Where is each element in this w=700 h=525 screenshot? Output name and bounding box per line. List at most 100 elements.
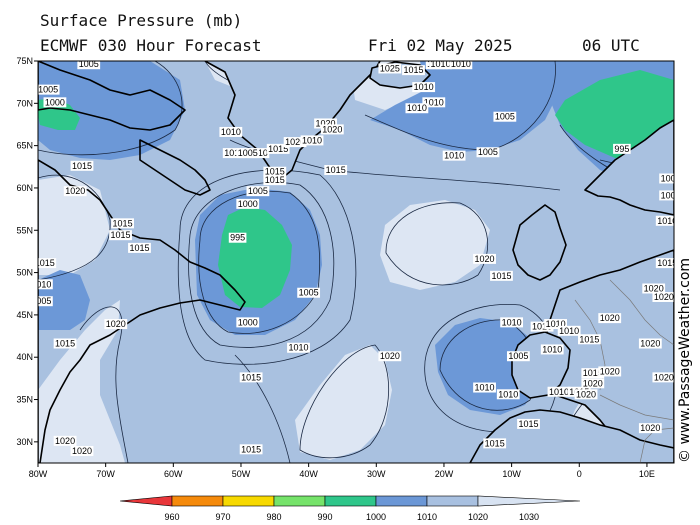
- forecast-model-label: ECMWF 030 Hour Forecast: [40, 36, 262, 55]
- isobar-label-text: 1020: [475, 254, 495, 264]
- isobar-label-bg: [659, 173, 674, 184]
- high-pressure-area-southwest: [38, 300, 125, 463]
- isobar-label-text: 1020: [285, 137, 305, 147]
- legend-tick-label: 990: [317, 512, 332, 522]
- isobar-label: 1015: [53, 338, 77, 349]
- isobar-label: 1010: [300, 135, 324, 146]
- lat-tick-label: 75N: [16, 56, 33, 66]
- isobar-label-bg: [578, 334, 601, 345]
- isobar-label: 1005: [77, 59, 101, 70]
- isobar-label: 1015: [490, 270, 513, 281]
- isobar-label: 1020: [320, 124, 344, 135]
- lat-tick-label: 35N: [16, 395, 33, 405]
- isobar-label-text: 1010: [542, 344, 562, 354]
- isobar-label-bg: [598, 366, 622, 377]
- isobar-label-bg: [77, 61, 101, 70]
- legend-swatch: [222, 495, 275, 507]
- isobar-label: 1010: [500, 317, 524, 328]
- isobar-label-text: 1020: [316, 118, 336, 128]
- isobar-label-text: 1010: [559, 326, 579, 336]
- legend-tick-label: 970: [215, 512, 230, 522]
- isobar-label-bg: [263, 166, 287, 177]
- isobar-label-text: 1020: [640, 339, 660, 349]
- canada-coast: [38, 159, 246, 463]
- isobar-label-bg: [320, 124, 344, 135]
- isobar-label-text: 1020: [644, 284, 664, 294]
- lat-tick-label: 50N: [16, 268, 33, 278]
- isobar-label-text: 1015: [241, 372, 261, 382]
- isobar-label-bg: [517, 418, 540, 429]
- isobar-label-text: 1015: [55, 339, 75, 349]
- isobar-label: 1010: [530, 321, 554, 332]
- uk-ireland: [512, 204, 567, 281]
- isobar-label-bg: [652, 291, 674, 302]
- isobar-label-text: 1005: [478, 147, 498, 157]
- lon-tick-label: 10E: [639, 469, 655, 479]
- axis-ticks: 80W 70W 60W 50W 40W 30W 20W 10W 0 10E 75N 70N 65N 60N…: [16, 56, 654, 479]
- isobar-label: 1020: [574, 389, 598, 400]
- isobar-label-text: 1015: [265, 175, 285, 185]
- isobar-label-text: 1015: [579, 334, 599, 344]
- isobar-label-bg: [53, 435, 77, 446]
- isobar-label-bg: [493, 111, 517, 122]
- high-pressure-area-midatlantic: [380, 200, 490, 290]
- isobar-label-text: 1010: [221, 127, 241, 137]
- isobar-label-bg: [581, 368, 605, 379]
- isobar-label-bg: [613, 143, 631, 154]
- isobar-label-text: 1010: [31, 279, 51, 289]
- isobar-label-text: 1005: [79, 59, 99, 69]
- isobar-label: 1010: [222, 148, 246, 159]
- map-area: 1005100510001015102010151015101510151010…: [31, 59, 677, 463]
- isobar-label: 1020: [283, 137, 307, 148]
- lat-tick-label: 70N: [16, 98, 33, 108]
- isobar-label-text: 1005: [508, 351, 528, 361]
- isobar-label-text: 1020: [106, 319, 126, 329]
- map-frame: [37, 60, 675, 464]
- isobar-label-text: 1010: [414, 82, 434, 92]
- isobar-label-bg: [574, 389, 598, 400]
- isobar-label-text: 1015: [657, 258, 677, 268]
- isobar-label-text: 1000: [238, 199, 258, 209]
- greenland-coast: [204, 61, 381, 181]
- isobar-label: 1005: [38, 84, 60, 95]
- lat-tick-label: 60N: [16, 183, 33, 193]
- isobar-label-text: 1010: [546, 319, 566, 329]
- isobar-label-text: 1005: [31, 296, 51, 306]
- isobar-label-bg: [500, 317, 524, 328]
- isobar-label-bg: [638, 338, 662, 349]
- isobar-label-bg: [246, 186, 270, 197]
- isobar-label-text: 995: [230, 233, 245, 243]
- isobar-label-bg: [496, 389, 520, 400]
- isobar-label: 1015: [324, 165, 348, 176]
- isobar-label: 1015: [483, 438, 507, 449]
- isobar-label: 1010: [655, 215, 674, 226]
- isobar-label-bg: [38, 84, 60, 95]
- isobar-label-bg: [300, 135, 324, 146]
- isobar-label: 1000: [659, 173, 674, 184]
- isobar-label-bg: [544, 319, 567, 330]
- isobar-label-text: 1020: [583, 378, 603, 388]
- isobar-label-bg: [38, 258, 57, 269]
- isobar-label: 1000: [43, 97, 67, 108]
- isobar-label-text: 1020: [55, 436, 75, 446]
- passageweather-credit: © www.PassageWeather.com: [677, 257, 693, 463]
- isobar-label-bg: [638, 423, 662, 434]
- isobar-label: 1020: [638, 338, 662, 349]
- isobar-label: 1000: [236, 198, 260, 209]
- legend-low-arrow: [119, 495, 173, 507]
- isobar-label-bg: [655, 258, 674, 269]
- isobar-label: 1020: [642, 283, 666, 294]
- isobar-label-bg: [63, 186, 87, 197]
- isobar-label: 1020: [314, 118, 337, 129]
- isobar-label-bg: [547, 386, 571, 397]
- isobar-label: 1020: [104, 319, 128, 330]
- isobar-label: 1010: [557, 325, 581, 336]
- isobar-label: 1010: [547, 386, 571, 397]
- high-pressure-area-west: [38, 175, 110, 275]
- lat-tick-label: 45N: [16, 310, 33, 320]
- lon-tick-label: 80W: [29, 469, 48, 479]
- isobar-label-bg: [324, 165, 348, 176]
- isobar-label-text: 1020: [600, 366, 620, 376]
- isobar-label: 1010: [429, 61, 452, 70]
- map-title: Surface Pressure (mb): [40, 11, 243, 30]
